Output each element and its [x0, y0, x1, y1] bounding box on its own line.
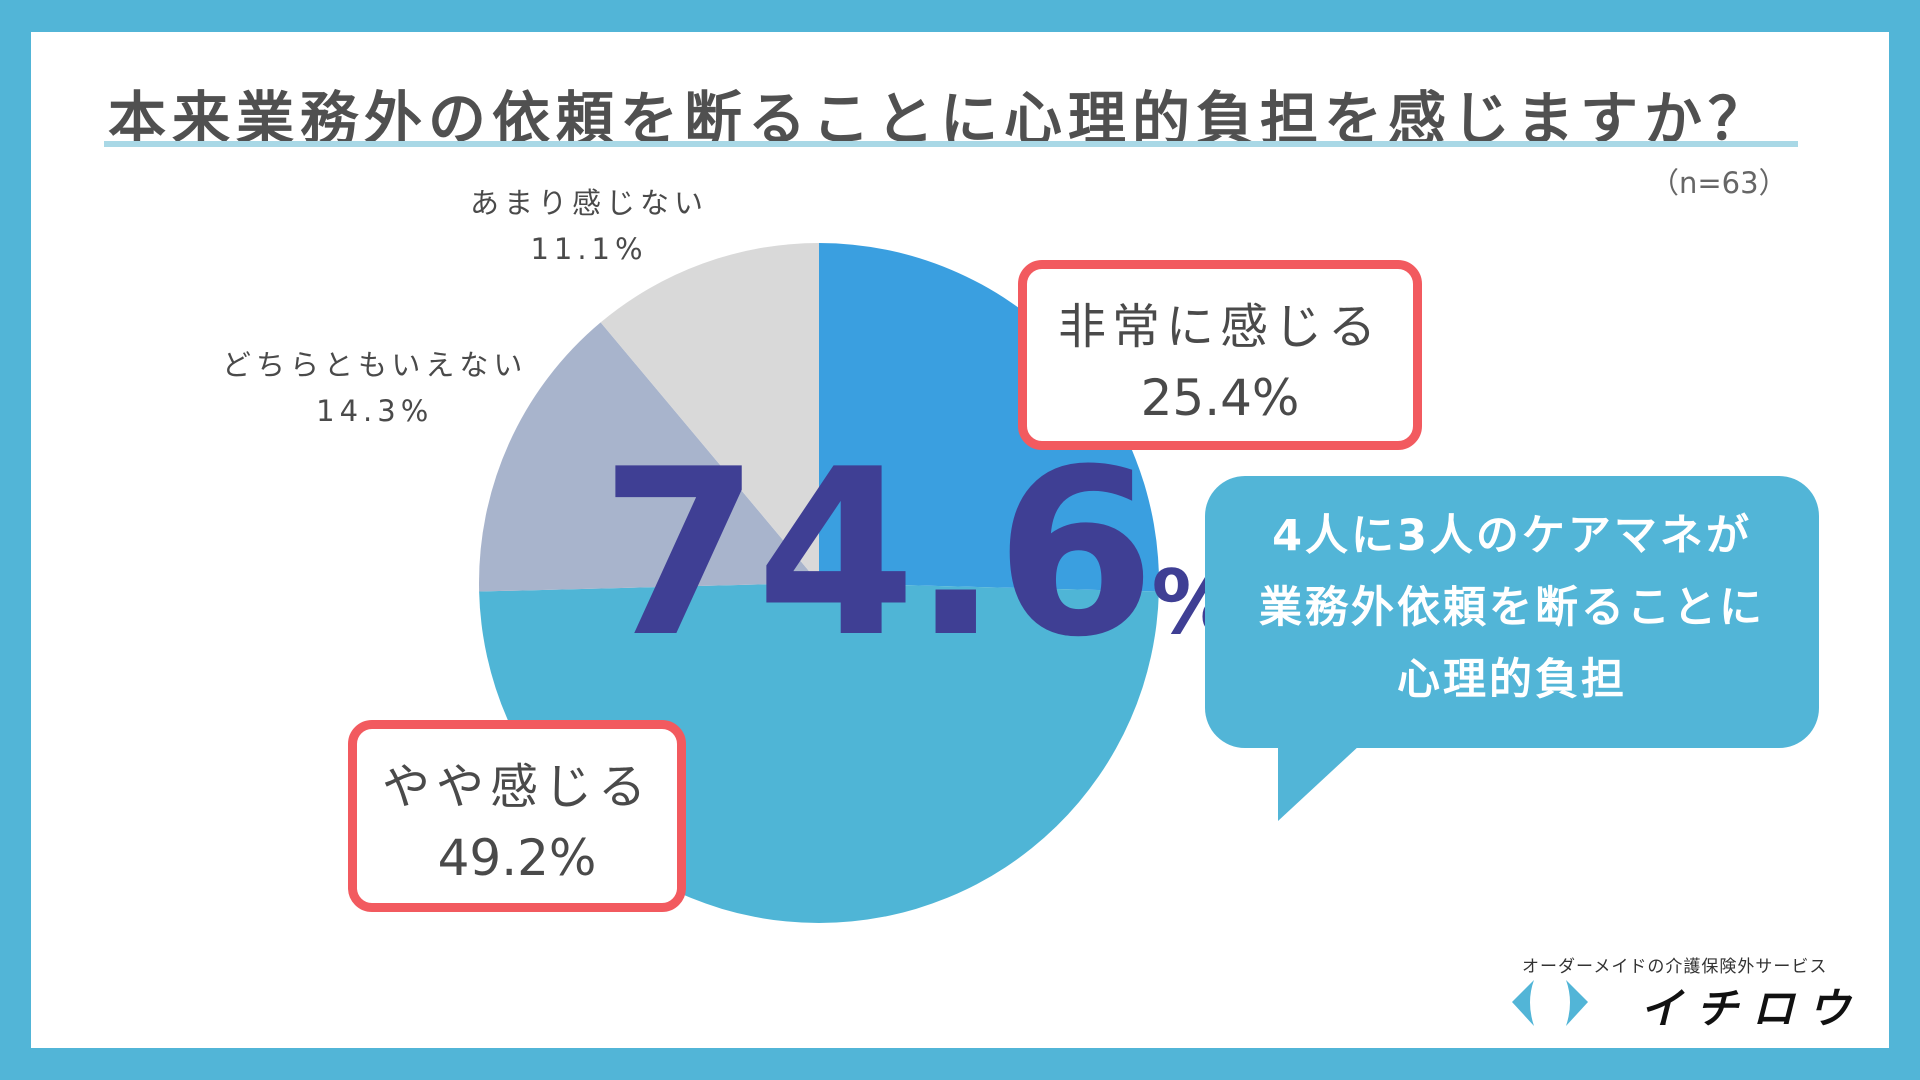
callout-tail [1278, 745, 1360, 821]
pie-slice [600, 243, 819, 583]
headline-value: 74.6 [600, 421, 1155, 688]
logo-tagline: オーダーメイドの介護保険外サービス [1522, 957, 1828, 977]
pie-slice [819, 243, 1159, 592]
headline-percentage: 74.6% [600, 440, 1240, 670]
highlight-somewhat: やや感じる 49.2% [348, 720, 686, 912]
highlight-somewhat-name: やや感じる [381, 759, 652, 815]
title-underline [104, 141, 1798, 147]
label-little-name: あまり感じない [470, 186, 709, 220]
label-neutral-pct: 14.3% [316, 394, 434, 428]
logo-mark-icon [1512, 980, 1588, 1026]
pie-slice [478, 322, 819, 592]
callout-line-2: 業務外依頼を断ることに [1259, 583, 1765, 633]
callout-line-1: 4人に3人のケアマネが [1272, 511, 1752, 561]
highlight-very: 非常に感じる 25.4% [1018, 260, 1422, 450]
logo-name: イチロウ [1640, 984, 1865, 1033]
highlight-very-name: 非常に感じる [1057, 299, 1382, 355]
sample-size: （n=63） [1650, 166, 1788, 200]
highlight-somewhat-pct: 49.2% [437, 829, 597, 887]
callout-bubble: 4人に3人のケアマネが 業務外依頼を断ることに 心理的負担 [1205, 476, 1819, 748]
label-little: あまり感じない 11.1% [470, 180, 708, 272]
callout-line-3: 心理的負担 [1397, 655, 1627, 705]
highlight-very-pct: 25.4% [1140, 369, 1300, 427]
label-little-pct: 11.1% [530, 232, 648, 266]
label-neutral: どちらともいえない 14.3% [222, 342, 527, 434]
label-neutral-name: どちらともいえない [222, 348, 528, 382]
